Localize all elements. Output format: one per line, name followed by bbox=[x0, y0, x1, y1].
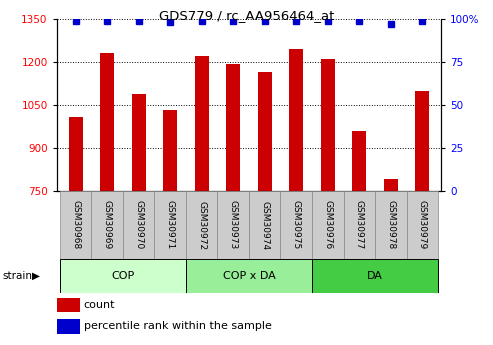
Text: GSM30972: GSM30972 bbox=[197, 200, 206, 250]
Bar bbox=[217, 191, 249, 259]
Text: GSM30968: GSM30968 bbox=[71, 200, 80, 250]
Text: COP x DA: COP x DA bbox=[223, 271, 275, 281]
Bar bbox=[344, 191, 375, 259]
Bar bbox=[258, 72, 272, 191]
Text: GSM30976: GSM30976 bbox=[323, 200, 332, 250]
Text: percentile rank within the sample: percentile rank within the sample bbox=[84, 322, 272, 332]
Bar bbox=[132, 94, 146, 191]
Bar bbox=[154, 191, 186, 259]
Text: count: count bbox=[84, 300, 115, 310]
Bar bbox=[312, 191, 344, 259]
Bar bbox=[186, 259, 312, 293]
Bar bbox=[123, 191, 154, 259]
Text: GSM30971: GSM30971 bbox=[166, 200, 175, 250]
Bar bbox=[289, 49, 303, 191]
Bar bbox=[375, 191, 407, 259]
Bar bbox=[69, 117, 83, 191]
Text: GDS779 / rc_AA956464_at: GDS779 / rc_AA956464_at bbox=[159, 9, 334, 22]
Text: GSM30969: GSM30969 bbox=[103, 200, 111, 250]
Bar bbox=[312, 259, 438, 293]
Bar bbox=[415, 91, 429, 191]
Bar bbox=[186, 191, 217, 259]
Bar bbox=[407, 191, 438, 259]
Bar bbox=[320, 59, 335, 191]
Text: GSM30977: GSM30977 bbox=[355, 200, 364, 250]
Bar bbox=[60, 191, 91, 259]
Bar bbox=[163, 110, 177, 191]
Bar bbox=[384, 179, 398, 191]
Text: GSM30974: GSM30974 bbox=[260, 200, 269, 250]
Text: GSM30978: GSM30978 bbox=[387, 200, 395, 250]
Bar bbox=[281, 191, 312, 259]
Bar bbox=[226, 63, 240, 191]
Bar bbox=[195, 56, 209, 191]
Text: GSM30979: GSM30979 bbox=[418, 200, 427, 250]
Bar bbox=[352, 131, 366, 191]
Text: ▶: ▶ bbox=[32, 271, 40, 281]
Bar bbox=[100, 53, 114, 191]
Text: strain: strain bbox=[2, 271, 33, 281]
Text: GSM30970: GSM30970 bbox=[134, 200, 143, 250]
Bar bbox=[249, 191, 281, 259]
Text: DA: DA bbox=[367, 271, 383, 281]
Text: GSM30975: GSM30975 bbox=[292, 200, 301, 250]
Bar bbox=[57, 319, 80, 334]
Bar bbox=[60, 259, 186, 293]
Bar bbox=[57, 298, 80, 312]
Text: GSM30973: GSM30973 bbox=[229, 200, 238, 250]
Text: COP: COP bbox=[111, 271, 135, 281]
Bar bbox=[91, 191, 123, 259]
